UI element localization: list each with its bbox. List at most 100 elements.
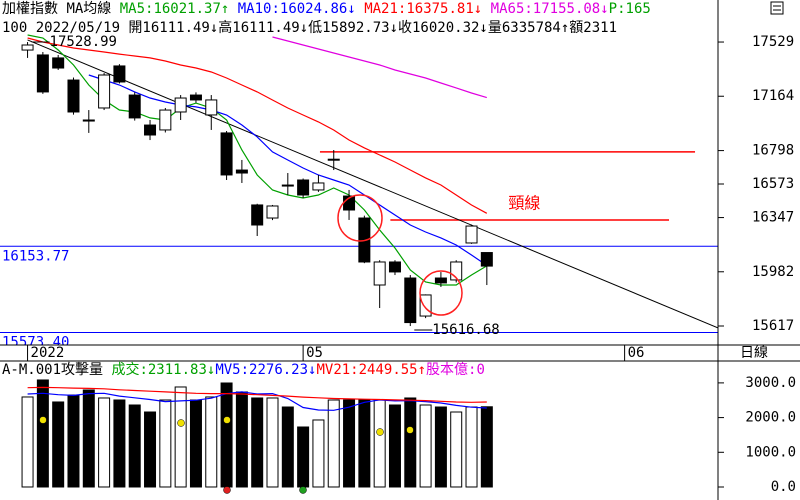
window-icon[interactable] xyxy=(770,1,784,15)
volume-bar xyxy=(251,397,264,488)
candle-body xyxy=(450,261,463,281)
volume-bar xyxy=(266,397,279,488)
annotation: 15616.68 xyxy=(432,322,499,338)
candle-body xyxy=(144,124,157,136)
volume-panel xyxy=(21,379,493,488)
volume-bar xyxy=(480,406,493,488)
signal-dot xyxy=(376,428,384,436)
candle-body xyxy=(404,277,417,324)
ma-line xyxy=(88,74,488,266)
candle-body xyxy=(52,57,65,69)
candle-body xyxy=(312,182,325,191)
candle-body xyxy=(465,225,478,244)
reference-label: 16153.77 xyxy=(2,248,69,264)
x-tick-label: 06 xyxy=(628,345,645,361)
x-tick-label: 05 xyxy=(306,345,323,361)
candle-body xyxy=(98,74,111,109)
volume-bar xyxy=(327,399,340,488)
y-tick-label: 16798 xyxy=(752,143,794,159)
legend-entry: MA21:16375.81↓ xyxy=(364,1,482,17)
trend-line xyxy=(27,39,718,329)
candle-body xyxy=(388,261,401,273)
candle-body xyxy=(434,277,447,284)
candle-body xyxy=(159,109,172,131)
signal-dot xyxy=(223,416,231,424)
annotation: 17528.99 xyxy=(50,34,117,50)
y-tick-label: 17164 xyxy=(752,88,794,104)
y-tick-label: 16347 xyxy=(752,210,794,226)
volume-bar xyxy=(98,397,111,488)
signal-dot xyxy=(223,486,231,494)
indicator: MA均線 xyxy=(66,1,111,17)
reference-label: 15573.40 xyxy=(2,334,69,350)
y-tick-label: 15982 xyxy=(752,264,794,280)
title: 加權指數 xyxy=(2,1,58,17)
y-tick-label: 1000.0 xyxy=(745,444,796,460)
ma-line xyxy=(272,36,487,99)
volume-bar xyxy=(281,406,294,488)
candle-body xyxy=(113,65,126,83)
volume-bar xyxy=(113,399,126,488)
y-tick-label: 0.0 xyxy=(771,479,796,495)
candle-body xyxy=(266,205,279,219)
price-panel: 16153.77 15573.40 頸線 17528.99 15616.68 xyxy=(0,34,718,350)
volume-bar xyxy=(235,391,248,488)
candle-body xyxy=(373,261,386,286)
signal-dot xyxy=(406,426,414,434)
legend-entry: MA65:17155.08↓ xyxy=(491,1,609,17)
legend-entry: MA5:16021.37↑ xyxy=(120,1,230,17)
x-tick-label: 2022 xyxy=(31,345,65,361)
candle-body xyxy=(36,54,49,93)
legend-entry: MV5:2276.23↓ xyxy=(215,362,316,378)
volume-bar xyxy=(128,404,141,488)
legend-entry: 成交:2311.83↓ xyxy=(111,361,215,378)
y-tick-label: 17529 xyxy=(752,34,794,50)
volume-bar xyxy=(312,419,325,488)
period-label: 日線 xyxy=(740,345,768,361)
y-tick-label: 16573 xyxy=(752,176,794,192)
volume-bar xyxy=(358,399,371,488)
volume-bar xyxy=(388,404,401,488)
volume-bar xyxy=(159,399,172,488)
candle-body xyxy=(189,94,202,101)
volume-bar xyxy=(450,411,463,488)
ma-line xyxy=(27,386,487,403)
candle-body xyxy=(327,158,340,161)
ma-line xyxy=(27,37,488,214)
candle-body xyxy=(281,184,294,187)
legend-entry: MV21:2449.55↑ xyxy=(316,362,426,378)
volume-bar xyxy=(21,396,34,488)
highlight-circle xyxy=(337,194,383,242)
y-tick-label: 3000.0 xyxy=(745,375,796,391)
volume-legend: A-M.001攻擊量 成交:2311.83↓MV5:2276.23↓MV21:2… xyxy=(2,361,485,378)
highlight-circle xyxy=(419,270,463,316)
volume-bar xyxy=(220,382,233,488)
candle-body xyxy=(82,119,95,122)
volume-bar xyxy=(205,396,218,488)
legend-entry: MA10:16024.86↓ xyxy=(238,1,356,17)
signal-dot xyxy=(177,419,185,427)
volume-title: A-M.001攻擊量 xyxy=(2,361,103,378)
candle-body xyxy=(235,169,248,174)
candle-body xyxy=(220,132,233,176)
legend-entry: P:165 xyxy=(609,1,651,17)
signal-dot xyxy=(39,416,47,424)
volume-bar xyxy=(144,411,157,488)
candle-body xyxy=(419,294,432,317)
volume-bar xyxy=(297,426,310,488)
volume-bar xyxy=(343,399,356,488)
signal-dot xyxy=(299,486,307,494)
candle-body xyxy=(251,204,264,226)
y-tick-label: 2000.0 xyxy=(745,410,796,426)
volume-bar xyxy=(404,397,417,488)
y-tick-label: 15617 xyxy=(752,318,794,334)
volume-bar xyxy=(52,401,65,488)
candle-body xyxy=(21,44,34,51)
candle-body xyxy=(480,252,493,267)
volume-bar xyxy=(36,379,49,488)
candle-body xyxy=(205,99,218,116)
volume-bar xyxy=(67,394,80,488)
info-line: 100 2022/05/19 開16111.49↓高16111.49↓低1589… xyxy=(2,19,617,36)
